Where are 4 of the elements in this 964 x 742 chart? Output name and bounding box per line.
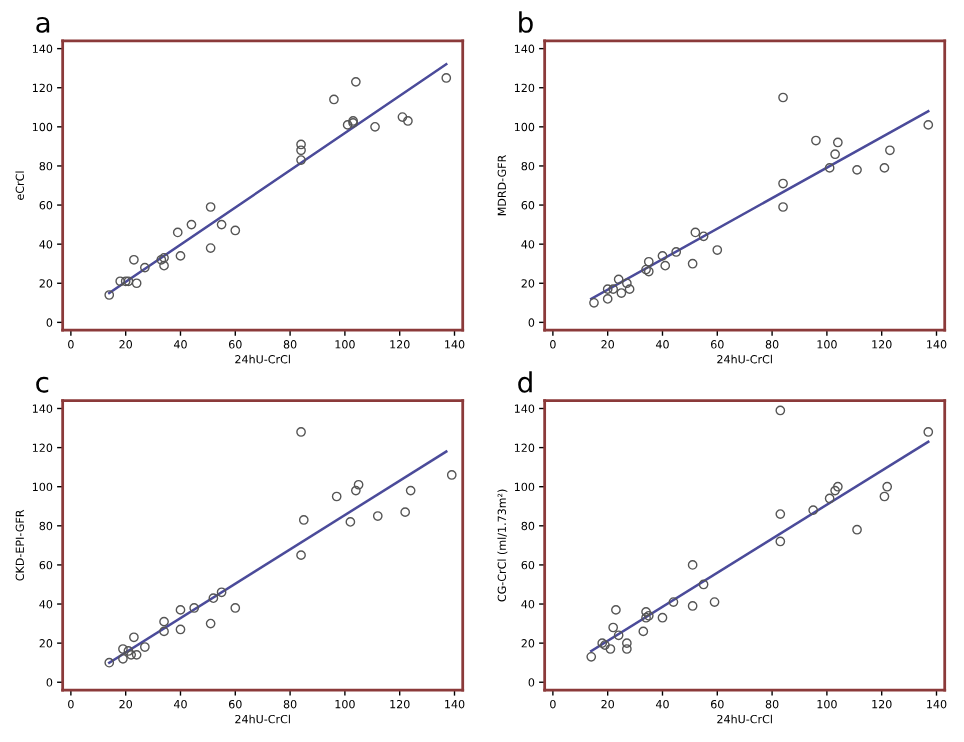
chart-title: d xyxy=(518,371,532,393)
chart-title: c xyxy=(36,376,49,393)
chart-title: a xyxy=(36,16,50,33)
chart-title: b xyxy=(519,11,533,33)
